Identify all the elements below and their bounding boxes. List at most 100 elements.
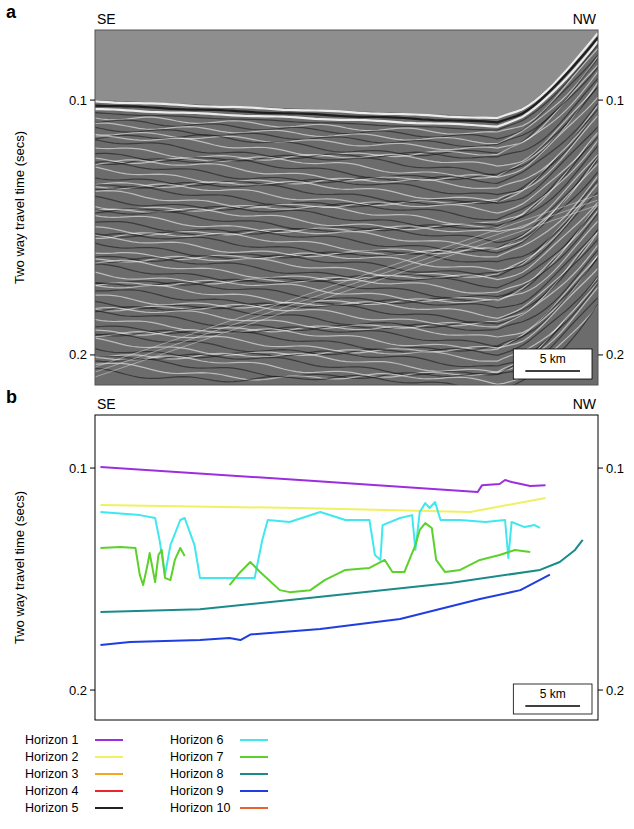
reflector [95, 45, 598, 131]
reflector [95, 298, 598, 379]
legend-label: Horizon 5 [25, 801, 79, 815]
y-tick-right [598, 100, 603, 101]
y-tick [90, 468, 95, 469]
reflector [95, 239, 598, 327]
scale-bar-label: 5 km [540, 352, 566, 366]
reflector [95, 140, 598, 229]
legend-label: Horizon 3 [25, 767, 79, 781]
legend-swatch [240, 756, 268, 758]
reflector [95, 213, 598, 303]
legend-swatch [240, 773, 268, 775]
multiple [95, 200, 598, 372]
reflector [95, 57, 598, 144]
reflector [95, 160, 598, 243]
reflector [95, 164, 598, 254]
y-tick-label-right: 0.2 [606, 347, 624, 362]
legend-label: Horizon 6 [170, 733, 224, 747]
legend-swatch [95, 773, 123, 775]
figure: 0.1 0.1 0.2 0.2 Two way travel time (secs) a S… [0, 0, 634, 829]
y-tick-right [598, 468, 603, 469]
reflector [95, 110, 598, 203]
y-axis-title: Two way travel time (secs) [12, 131, 27, 284]
reflector [95, 258, 598, 347]
legend-label: Horizon 1 [25, 733, 79, 747]
reflector [95, 97, 598, 181]
direction-label: SE [97, 396, 116, 412]
scale-bar-label: 5 km [540, 687, 566, 701]
direction-label: SE [97, 11, 116, 27]
reflector [95, 231, 598, 308]
reflector [95, 256, 598, 337]
legend: Horizon 1Horizon 2Horizon 3Horizon 4Hori… [25, 733, 268, 815]
legend-swatch [95, 756, 123, 758]
reflector [95, 87, 598, 179]
reflector [95, 184, 598, 271]
reflector [95, 258, 598, 351]
legend-swatch [95, 739, 123, 741]
y-tick [90, 690, 95, 691]
reflector [95, 72, 598, 157]
scale-bar-box [513, 684, 592, 714]
horizons [100, 467, 582, 645]
y-tick-label: 0.1 [69, 461, 87, 476]
reflector [95, 202, 598, 281]
reflector [95, 304, 598, 385]
water-column [95, 30, 598, 385]
legend-swatch [240, 739, 268, 741]
reflector [95, 48, 598, 134]
legend-label: Horizon 10 [170, 801, 230, 815]
legend-label: Horizon 8 [170, 767, 224, 781]
horizon-line [100, 498, 545, 512]
multiple [95, 195, 598, 367]
scale-bar [525, 370, 580, 372]
image-frame [95, 30, 598, 385]
y-tick [90, 100, 95, 101]
reflector [95, 176, 598, 257]
legend-swatch [95, 790, 123, 792]
direction-label: NW [573, 396, 597, 412]
legend-swatch [95, 807, 123, 809]
legend-label: Horizon 2 [25, 750, 79, 764]
reflector [95, 131, 598, 219]
reflector [95, 276, 598, 355]
reflector [95, 305, 598, 384]
reflector [95, 38, 598, 123]
reflector [95, 55, 598, 139]
y-tick-label: 0.1 [69, 93, 87, 108]
y-tick-label: 0.2 [69, 683, 87, 698]
reflector [95, 127, 598, 207]
subsurface [95, 32, 598, 385]
y-tick-right [598, 690, 603, 691]
reflector [95, 58, 598, 146]
y-tick-label-right: 0.1 [606, 93, 624, 108]
legend-swatch [240, 790, 268, 792]
seismic-image [95, 30, 598, 385]
legend-label: Horizon 9 [170, 784, 224, 798]
reflector [95, 67, 598, 156]
reflector [95, 78, 598, 158]
reflector [95, 82, 598, 178]
reflector [95, 105, 598, 188]
reflector [95, 229, 598, 323]
reflector [95, 133, 598, 214]
reflector [95, 183, 598, 276]
reflector [95, 41, 598, 126]
panel-0: 0.1 0.1 0.2 0.2 Two way travel time (secs) a S… [6, 2, 624, 392]
reflector [95, 85, 598, 166]
reflector [95, 183, 598, 277]
reflector [95, 205, 598, 293]
reflector [95, 250, 598, 331]
y-tick [90, 354, 95, 355]
reflector [95, 205, 598, 288]
legend-swatch [240, 807, 268, 809]
y-axis-title: Two way travel time (secs) [12, 491, 27, 644]
horizon-line [100, 502, 540, 578]
reflector [95, 116, 598, 206]
panel-letter: a [6, 2, 17, 22]
reflector [95, 192, 598, 279]
horizon-line [100, 467, 545, 492]
reflector [95, 103, 598, 183]
reflector [95, 85, 598, 175]
reflector [95, 146, 598, 231]
y-tick-label: 0.2 [69, 347, 87, 362]
